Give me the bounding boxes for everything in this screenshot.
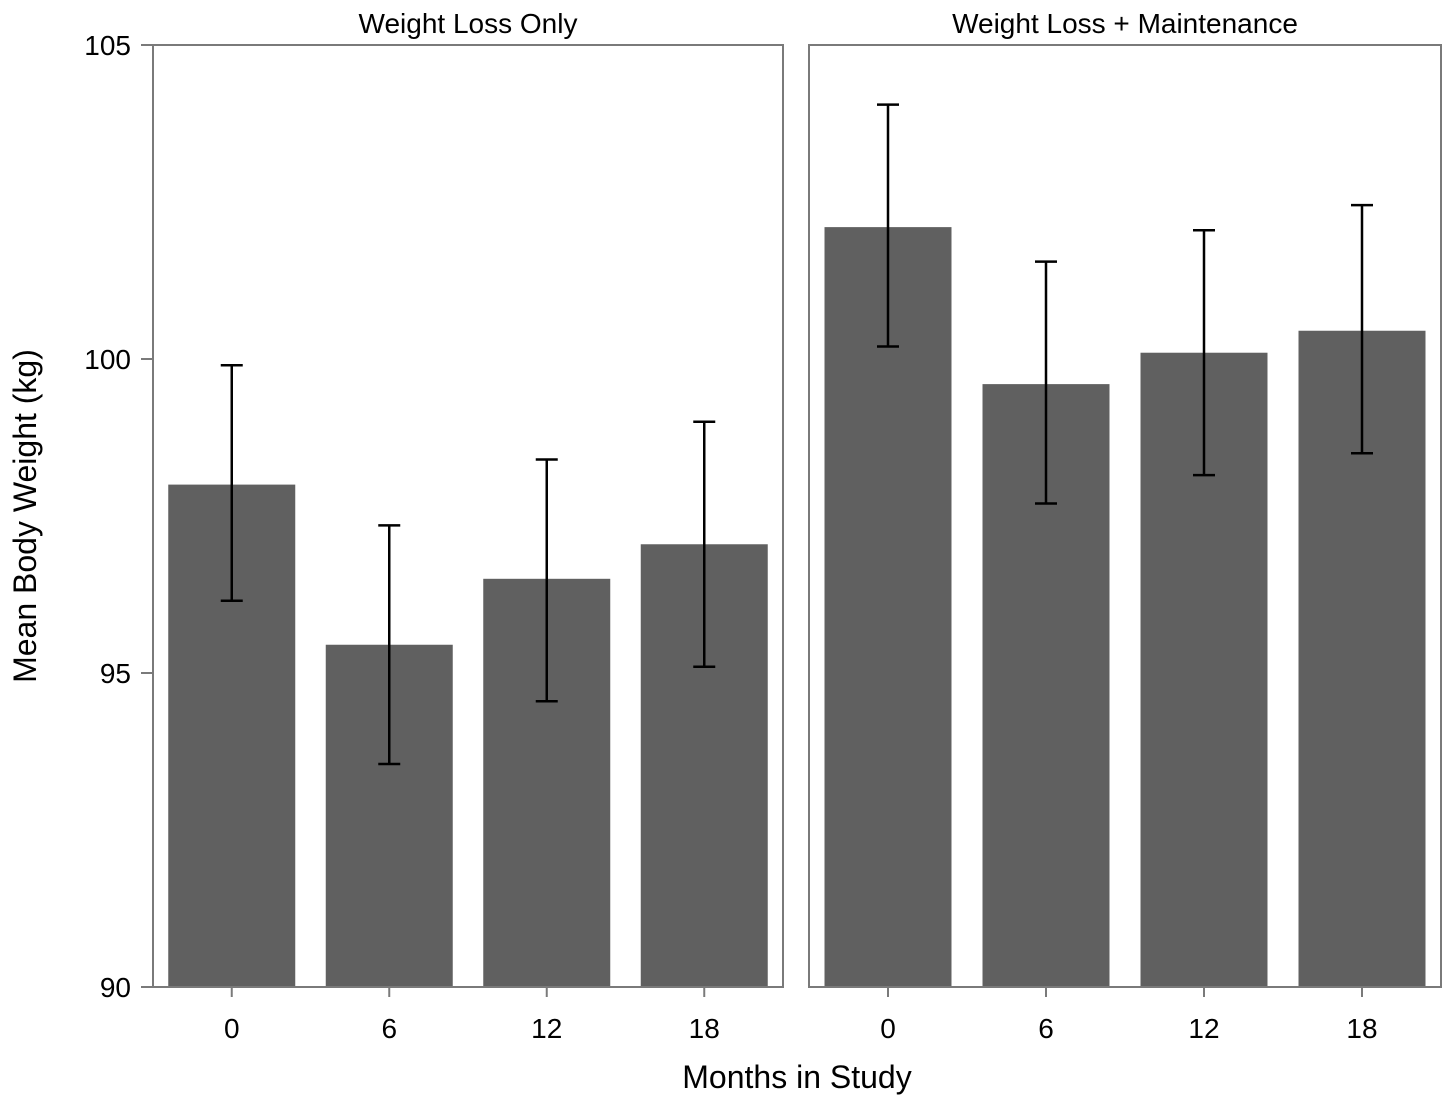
error-bar [1193, 229, 1215, 477]
x-axis-title: Months in Study [682, 1059, 911, 1095]
error-bar [535, 458, 558, 703]
panel-title: Weight Loss Only [359, 8, 578, 39]
y-axis: 90 95 100 105 [84, 30, 153, 1003]
error-bar [693, 420, 716, 668]
y-axis-title: Mean Body Weight (kg) [7, 349, 43, 683]
panel-title: Weight Loss + Maintenance [952, 8, 1298, 39]
error-bar [220, 364, 243, 603]
x-tick-label: 6 [381, 1013, 397, 1044]
y-tick-label: 90 [100, 972, 131, 1003]
error-bar [1351, 203, 1373, 455]
x-tick-label: 18 [689, 1013, 720, 1044]
panel-frame [808, 44, 1442, 988]
panel-frame [152, 44, 784, 988]
panel-1: Weight Loss Only 0 6 12 18 [152, 8, 784, 1044]
y-tick-label: 100 [84, 344, 131, 375]
error-bar [877, 103, 899, 348]
x-tick-label: 0 [880, 1013, 896, 1044]
y-tick-label: 105 [84, 30, 131, 61]
x-tick-label: 6 [1038, 1013, 1054, 1044]
x-tick-label: 12 [1188, 1013, 1219, 1044]
x-tick-label: 0 [224, 1013, 240, 1044]
panel-2: Weight Loss + Maintenance 0 6 12 18 [808, 8, 1442, 1044]
x-tick-label: 18 [1346, 1013, 1377, 1044]
error-bar [378, 524, 401, 766]
x-tick-label: 12 [531, 1013, 562, 1044]
y-tick-label: 95 [100, 658, 131, 689]
bar [824, 227, 952, 987]
error-bar [1035, 260, 1057, 505]
